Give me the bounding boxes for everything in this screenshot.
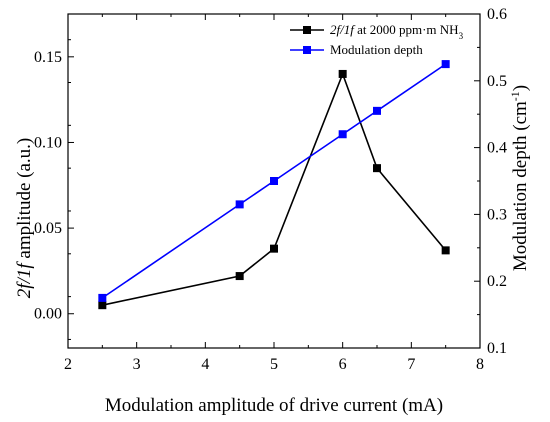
legend-label: Modulation depth [330, 42, 423, 57]
data-point [373, 164, 381, 173]
y-axis-title: 2f/1f amplitude (a.u.) [14, 138, 35, 298]
series-line [102, 71, 447, 306]
x-axis-title: Modulation amplitude of drive current (m… [105, 395, 443, 416]
y2-axis-title-close: ) [510, 85, 531, 91]
legend-marker [303, 46, 311, 54]
y-tick-label: 0.00 [34, 306, 62, 323]
data-point [98, 293, 107, 302]
legend-label-rest: at 2000 ppm·m NH [354, 22, 459, 37]
y-axis-ticks: 0.00 0.05 0.10 0.15 [34, 39, 74, 340]
y-axis-title-rest: amplitude (a.u.) [14, 138, 35, 264]
legend-label-sub: 3 [459, 31, 464, 41]
legend-label: 2f/1f at 2000 ppm·m NH3 [330, 22, 464, 41]
y2-tick-label: 0.2 [487, 273, 507, 290]
series-line [101, 63, 447, 299]
y2-tick-label: 0.5 [487, 73, 507, 90]
series-layer [98, 60, 450, 310]
y-axis-title-italic: 2f/1f [14, 261, 35, 299]
x-tick-label: 8 [476, 356, 484, 373]
y-tick-label: 0.10 [34, 134, 62, 151]
data-point [235, 272, 244, 281]
series-modulation-depth [98, 60, 450, 302]
data-point [441, 246, 450, 255]
data-point [235, 200, 244, 209]
y-tick-label: 0.15 [34, 49, 62, 66]
legend-marker [303, 26, 311, 34]
x-tick-label: 5 [270, 356, 278, 373]
x-tick-label: 7 [407, 356, 415, 373]
data-point [338, 130, 347, 139]
y2-tick-label: 0.3 [487, 206, 507, 223]
data-point [270, 177, 278, 185]
y2-tick-label: 0.6 [487, 6, 507, 23]
y2-tick-label: 0.1 [487, 340, 507, 357]
data-point [373, 106, 381, 115]
legend-label-italic: 2f/1f [330, 22, 356, 37]
x-tick-label: 6 [339, 356, 347, 373]
legend-item: 2f/1f at 2000 ppm·m NH3 [290, 22, 464, 41]
y2-axis-title-sup: -1 [508, 91, 522, 101]
y2-axis-title-base: Modulation depth (cm [510, 101, 531, 271]
x-axis-ticks: 2 3 4 5 6 7 8 [64, 14, 484, 373]
x-tick-label: 3 [133, 356, 141, 373]
x-tick-label: 4 [201, 356, 209, 373]
series-harmonic-ratio [98, 69, 450, 310]
x-tick-label: 2 [64, 356, 72, 373]
y2-axis-title: Modulation depth (cm-1) [508, 85, 531, 271]
y-tick-label: 0.05 [34, 220, 62, 237]
data-point [270, 244, 278, 253]
legend-item: Modulation depth [290, 42, 423, 57]
y2-axis-ticks: 0.1 0.2 0.3 0.4 0.5 0.6 [474, 6, 507, 357]
y2-tick-label: 0.4 [487, 140, 507, 157]
data-point [441, 60, 450, 69]
data-point [338, 69, 347, 78]
data-point [98, 301, 107, 310]
